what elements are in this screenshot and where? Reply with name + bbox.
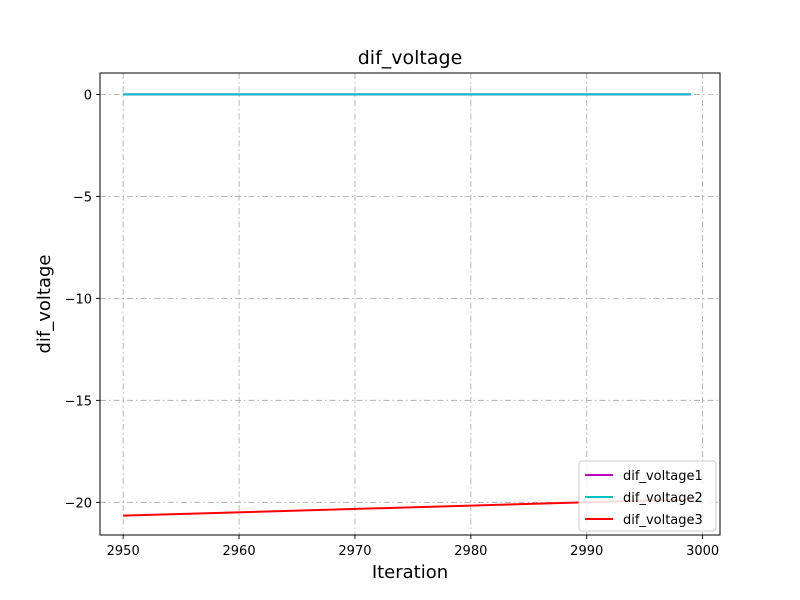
axes-frame xyxy=(99,72,721,536)
y-axis-label: dif_voltage xyxy=(34,254,55,353)
x-axis-label: Iteration xyxy=(372,562,448,583)
y-tick-label: −15 xyxy=(65,394,92,409)
legend-entry: dif_voltage1 xyxy=(623,469,703,484)
legend-entry: dif_voltage3 xyxy=(623,513,703,528)
x-tick-label: 3000 xyxy=(686,544,719,559)
legend-entry: dif_voltage2 xyxy=(623,491,703,506)
legend-box xyxy=(578,460,717,532)
y-tick-label: −20 xyxy=(65,496,92,511)
chart-title: dif_voltage xyxy=(358,47,463,69)
y-tick-label: 0 xyxy=(84,88,92,103)
x-tick-label: 2970 xyxy=(338,544,371,559)
ticks: 2950 2960 2970 2980 2990 3000 0 −5 −10 −15 −20 xyxy=(65,88,720,559)
x-tick-label: 2990 xyxy=(570,544,603,559)
x-tick-label: 2980 xyxy=(454,544,487,559)
y-tick-label: −10 xyxy=(65,292,92,307)
x-tick-label: 2960 xyxy=(223,544,256,559)
y-tick-label: −5 xyxy=(73,190,92,205)
x-tick-label: 2950 xyxy=(107,544,140,559)
legend: dif_voltage1 dif_voltage2 dif_voltage3 xyxy=(578,460,717,532)
